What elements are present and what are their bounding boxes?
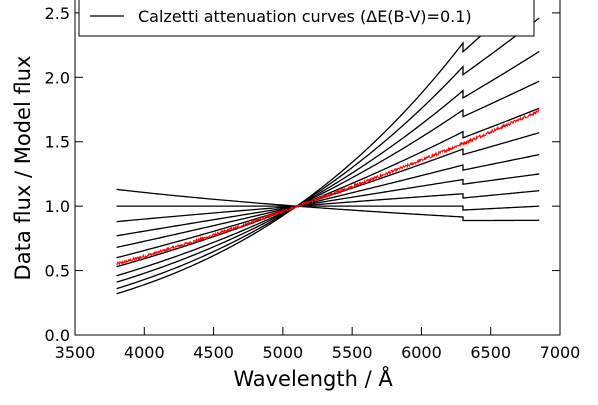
calzetti-curve-5: [116, 132, 540, 259]
calzetti-curve-3: [116, 173, 540, 237]
y-tick-label-4: 2.0: [45, 68, 70, 87]
y-axis-label: Data flux / Model flux: [11, 56, 35, 281]
curves-layer: [116, 0, 540, 295]
x-tick-label-6: 6500: [470, 343, 511, 362]
plot-frame: [74, 0, 561, 336]
x-tick-label-2: 4500: [193, 343, 234, 362]
calzetti-curve-10: [116, 0, 521, 295]
x-tick-label-4: 5500: [332, 343, 373, 362]
legend: Calzetti attenuation curves (ΔE(B-V)=0.1…: [78, 0, 535, 37]
calzetti-curve-4: [116, 153, 540, 249]
x-tick-label-1: 4000: [124, 343, 165, 362]
calzetti-curve-1: [116, 205, 540, 211]
y-tick-label-2: 1.0: [45, 197, 70, 216]
calzetti-curve-8: [116, 50, 540, 283]
legend-entry-calzetti: Calzetti attenuation curves (ΔE(B-V)=0.1…: [138, 7, 472, 26]
x-tick-label-7: 7000: [540, 343, 581, 362]
data-layer: [116, 108, 540, 267]
calzetti-curve-0: [116, 188, 540, 222]
x-tick-label-3: 5000: [262, 343, 303, 362]
x-axis-ticks: 3500 4000 4500 5000 5500 6000 6500 7000: [55, 327, 581, 362]
x-tick-label-0: 3500: [55, 343, 96, 362]
data-ratio-line: [116, 108, 540, 267]
calzetti-curve-7: [116, 80, 540, 277]
y-tick-label-5: 2.5: [45, 4, 70, 23]
y-tick-label-0: 0.0: [45, 326, 70, 345]
y-tick-label-1: 0.5: [45, 262, 70, 281]
y-axis-ticks: 0.0 0.5 1.0 1.5 2.0 2.5: [45, 4, 560, 345]
y-tick-label-3: 1.5: [45, 133, 70, 152]
x-axis-label: Wavelength / Å: [233, 365, 393, 391]
calzetti-curve-9: [116, 17, 540, 290]
x-tick-label-5: 6000: [401, 343, 442, 362]
calzetti-curve-2: [116, 190, 540, 223]
legend-box: [78, 0, 535, 37]
calzetti-curve-6: [116, 107, 540, 268]
